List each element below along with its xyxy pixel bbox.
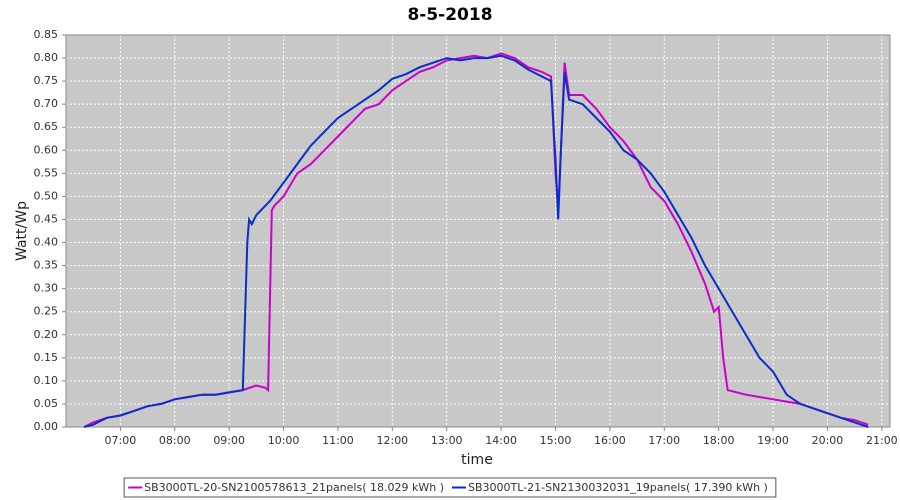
y-tick-label: 0.35: [34, 259, 59, 272]
x-tick-label: 15:00: [540, 434, 572, 447]
chart-title: 8-5-2018: [407, 5, 492, 25]
legend: [123, 477, 777, 498]
y-tick-label: 0.75: [34, 74, 59, 87]
x-tick-label: 14:00: [485, 434, 517, 447]
x-axis-label: time: [461, 452, 493, 468]
x-tick-label: 07:00: [105, 434, 137, 447]
y-tick-label: 0.80: [34, 51, 59, 64]
y-tick-label: 0.00: [34, 420, 59, 433]
x-tick-label: 16:00: [594, 434, 626, 447]
y-tick-label: 0.45: [34, 212, 59, 225]
x-tick-label: 09:00: [213, 434, 245, 447]
x-tick-label: 13:00: [431, 434, 463, 447]
y-tick-label: 0.40: [34, 236, 59, 249]
plot-border: [65, 34, 891, 428]
y-tick-label: 0.50: [34, 189, 59, 202]
x-tick-label: 18:00: [703, 434, 735, 447]
x-tick-label: 17:00: [648, 434, 680, 447]
x-tick-label: 21:00: [866, 434, 898, 447]
y-tick-label: 0.65: [34, 120, 59, 133]
y-tick-label: 0.15: [34, 351, 59, 364]
y-tick-label: 0.70: [34, 97, 59, 110]
y-tick-label: 0.05: [34, 397, 59, 410]
x-tick-label: 08:00: [159, 434, 191, 447]
y-axis-label: Watt/Wp: [14, 201, 30, 261]
x-tick-label: 19:00: [757, 434, 789, 447]
y-tick-label: 0.10: [34, 374, 59, 387]
y-tick-label: 0.25: [34, 305, 59, 318]
plot-area: [66, 35, 890, 427]
legend-label: SB3000TL-21-SN2130032031_19panels( 17.39…: [468, 481, 768, 494]
y-tick-label: 0.20: [34, 328, 59, 341]
x-tick-label: 12:00: [376, 434, 408, 447]
y-tick-label: 0.55: [34, 166, 59, 179]
legend-label: SB3000TL-20-SN2100578613_21panels( 18.02…: [144, 481, 444, 494]
y-tick-label: 0.30: [34, 282, 59, 295]
x-tick-label: 20:00: [812, 434, 844, 447]
y-tick-label: 0.60: [34, 143, 59, 156]
x-tick-label: 11:00: [322, 434, 354, 447]
y-tick-label: 0.85: [34, 28, 59, 41]
series-line: [83, 54, 869, 428]
x-tick-label: 10:00: [268, 434, 300, 447]
